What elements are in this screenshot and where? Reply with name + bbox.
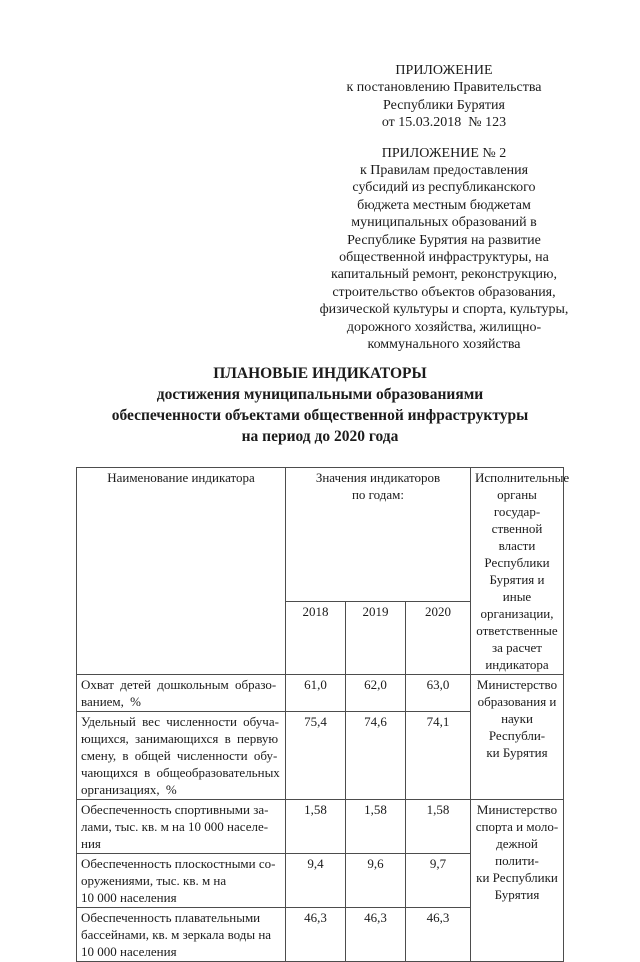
document-page: ПРИЛОЖЕНИЕ к постановлению Правительства… <box>76 63 570 962</box>
values-by-year-header: Значения индикаторов по годам: <box>285 466 471 602</box>
executive-column-header: Исполнительные органы государ- ственной … <box>470 466 569 675</box>
value-2019-cell: 62,0 <box>345 673 406 712</box>
value-2020-cell: 63,0 <box>405 673 471 712</box>
table-row-sport-halls: Обеспеченность спортивными за- лами, тыс… <box>76 798 564 962</box>
indicator-column-header: Наименование индикатора <box>76 466 286 675</box>
value-2019-cell: 46,3 <box>345 906 406 962</box>
table-header-row: Наименование индикатора Значения индикат… <box>76 466 569 675</box>
value-2019-cell: 1,58 <box>345 798 406 854</box>
executive-education-ministry-cell: Министерство образования и науки Республ… <box>470 673 564 800</box>
indicators-table: Наименование индикатора Значения индикат… <box>76 466 569 962</box>
year-2018-header: 2018 <box>285 600 346 675</box>
indicator-name-cell: Обеспеченность спортивными за- лами, тыс… <box>76 798 286 854</box>
table-row-preschool-coverage: Охват детей дошкольным образо- ванием, %… <box>76 673 564 800</box>
executive-sport-ministry-cell: Министерство спорта и моло- дежной полит… <box>470 798 564 962</box>
year-2020-header: 2020 <box>405 600 471 675</box>
appendix-reference-block-1: ПРИЛОЖЕНИЕ к постановлению Правительства… <box>346 63 542 131</box>
value-2018-cell: 1,58 <box>285 798 346 854</box>
value-2018-cell: 46,3 <box>285 906 346 962</box>
value-2020-cell: 74,1 <box>405 710 471 800</box>
table-row-first-shift-share: Удельный вес численности обуча- ющихся, … <box>76 710 564 800</box>
table-row-flat-facilities: Обеспеченность плоскостными со- оружения… <box>76 852 564 908</box>
appendix-reference-block-2: ПРИЛОЖЕНИЕ № 2 к Правилам предоставления… <box>319 145 569 353</box>
indicator-name-cell: Обеспеченность плавательными бассейнами,… <box>76 906 286 962</box>
value-2019-cell: 74,6 <box>345 710 406 800</box>
value-2018-cell: 61,0 <box>285 673 346 712</box>
value-2020-cell: 46,3 <box>405 906 471 962</box>
value-2018-cell: 75,4 <box>285 710 346 800</box>
indicator-name-cell: Удельный вес численности обуча- ющихся, … <box>76 710 286 800</box>
document-title: ПЛАНОВЫЕ ИНДИКАТОРЫ достижения муниципал… <box>111 364 529 445</box>
indicator-name-cell: Обеспеченность плоскостными со- оружения… <box>76 852 286 908</box>
value-2020-cell: 9,7 <box>405 852 471 908</box>
value-2020-cell: 1,58 <box>405 798 471 854</box>
value-2018-cell: 9,4 <box>285 852 346 908</box>
value-2019-cell: 9,6 <box>345 852 406 908</box>
year-2019-header: 2019 <box>345 600 406 675</box>
years-header-row: 2018 2019 2020 <box>77 600 564 675</box>
indicator-name-cell: Охват детей дошкольным образо- ванием, % <box>76 673 286 712</box>
